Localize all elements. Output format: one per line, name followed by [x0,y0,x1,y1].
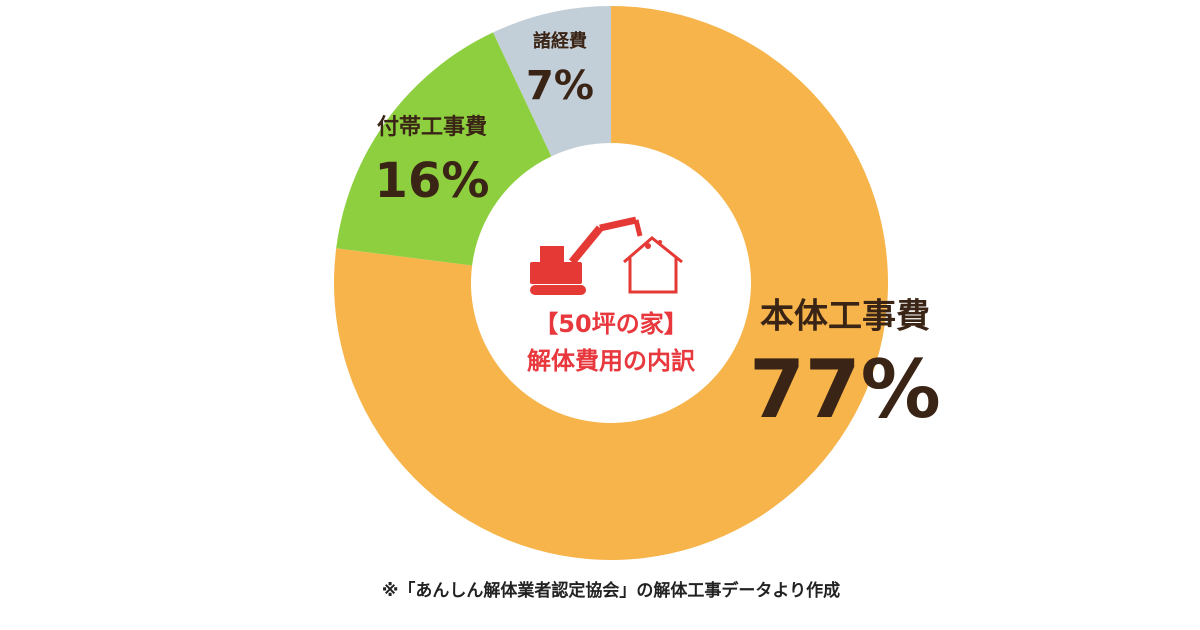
slice-value-label: 16% [375,153,490,209]
donut [334,6,889,560]
donut-slice [334,6,889,560]
source-note: ※「あんしん解体業者認定協会」の解体工事データより作成 [382,580,840,601]
center-title: 【50坪の家】 [534,310,687,338]
slice-value-label: 7% [526,63,594,109]
center-subtitle: 解体費用の内訳 [527,347,696,375]
donut-slice [336,32,552,266]
slice-value-label: 77% [749,343,940,436]
slice-category-label: 諸経費 [533,30,587,52]
donut-slice [493,6,611,157]
slice-category-label: 本体工事費 [760,297,930,337]
slice-category-label: 付帯工事費 [377,114,487,140]
excavator-icon [530,216,683,295]
